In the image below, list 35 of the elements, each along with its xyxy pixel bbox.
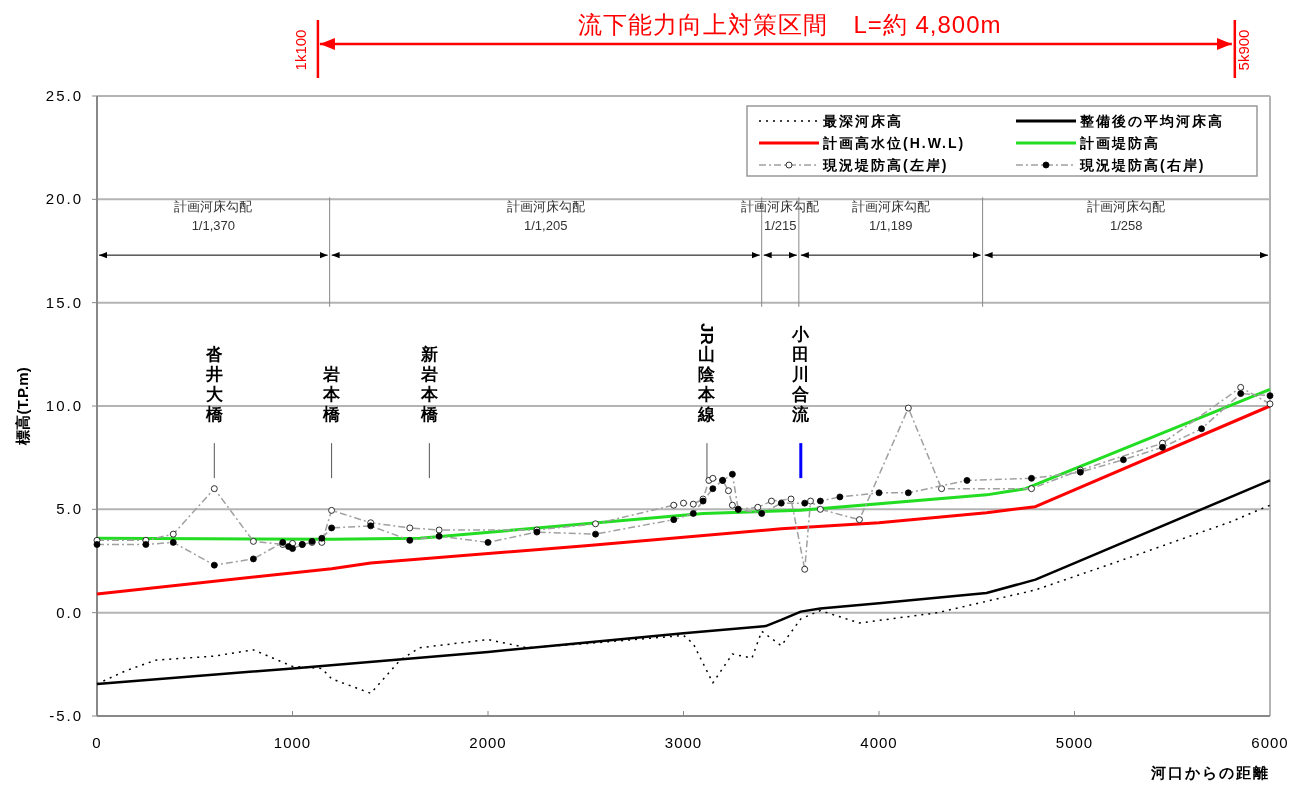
annotation: 計画河床勾配 1/1,189 bbox=[851, 199, 930, 234]
ref-line-label: 1k100 bbox=[291, 29, 309, 71]
ref-line-label: 5k900 bbox=[1234, 29, 1252, 71]
chart-title: 流下能力向上対策区間 L=約 4,800m bbox=[578, 11, 1002, 38]
x-axis-title: 河口からの距離 bbox=[1150, 764, 1270, 781]
legend-label: 計画堤防高 bbox=[1079, 135, 1160, 151]
y-axis-title: 標高(T.P.m) bbox=[14, 367, 31, 446]
annotation: 計画河床勾配 1/215 bbox=[741, 199, 820, 234]
annotation: 計画河床勾配 1/1,370 bbox=[174, 199, 253, 234]
y-tick-label: 0.0 bbox=[56, 603, 83, 621]
x-tick-label: 2000 bbox=[469, 734, 507, 751]
ref-line-label: 岩本橋 bbox=[322, 365, 342, 425]
legend-label: 現況堤防高(左岸) bbox=[822, 157, 949, 173]
x-tick-label: 6000 bbox=[1251, 734, 1289, 751]
legend-label: 整備後の平均河床高 bbox=[1079, 113, 1224, 129]
y-tick-label: 25.0 bbox=[45, 87, 83, 104]
y-tick-label: 5.0 bbox=[56, 500, 83, 518]
ref-line-label: 新岩本橋 bbox=[419, 345, 439, 425]
legend-label: 最深河床高 bbox=[822, 113, 903, 129]
x-tick-label: 3000 bbox=[664, 734, 703, 751]
y-tick-label: 10.0 bbox=[45, 397, 83, 414]
x-tick-label: 4000 bbox=[860, 734, 898, 751]
x-tick-label: 5000 bbox=[1055, 734, 1094, 751]
y-tick-label: 20.0 bbox=[45, 190, 83, 208]
legend-label: 現況堤防高(右岸) bbox=[1079, 157, 1206, 173]
x-tick-label: 1000 bbox=[273, 734, 312, 751]
y-tick-label: -5.0 bbox=[49, 707, 83, 724]
ref-line-label: JR山陰本線 bbox=[697, 323, 717, 425]
ref-line-label: 小田川合流 bbox=[791, 325, 811, 425]
y-tick-label: 15.0 bbox=[45, 293, 83, 311]
annotation: 計画河床勾配 1/258 bbox=[1087, 199, 1166, 234]
legend-label: 計画高水位(H.W.L) bbox=[822, 135, 966, 151]
ref-line-label: 沓井大橋 bbox=[204, 345, 224, 425]
annotation: 計画河床勾配 1/1,205 bbox=[506, 199, 585, 234]
x-tick-label: 0 bbox=[92, 734, 102, 751]
